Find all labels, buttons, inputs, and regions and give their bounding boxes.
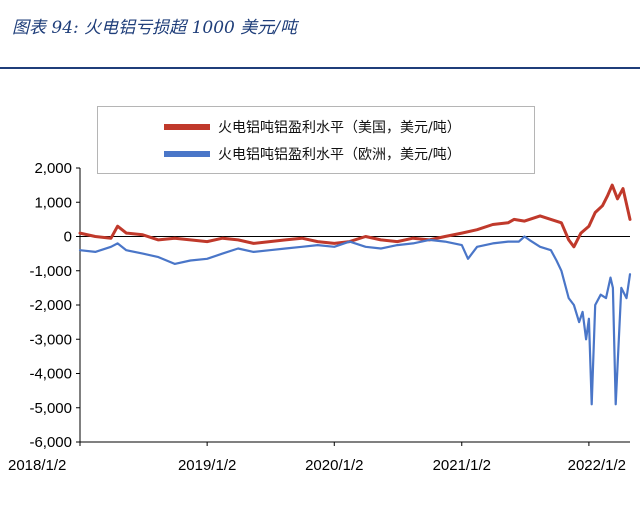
figure-title: 图表 94: 火电铝亏损超 1000 美元/吨 — [12, 18, 297, 38]
y-tick-label: -6,000 — [29, 434, 72, 451]
y-tick-label: -3,000 — [29, 331, 72, 348]
y-tick-label: 0 — [64, 229, 72, 246]
y-tick-label: 1,000 — [34, 194, 72, 211]
legend-label-eu: 火电铝吨铝盈利水平（欧洲，美元/吨） — [218, 147, 461, 163]
legend: 火电铝吨铝盈利水平（美国，美元/吨） 火电铝吨铝盈利水平（欧洲，美元/吨） — [97, 106, 535, 174]
axes — [76, 167, 630, 446]
legend-swatch-us — [164, 124, 210, 130]
series-line-eu — [78, 235, 632, 406]
x-tick-label: 2021/1/2 — [433, 457, 491, 474]
legend-item-eu: 火电铝吨铝盈利水平（欧洲，美元/吨） — [164, 144, 461, 164]
x-tick-label: 2018/1/2 — [8, 457, 66, 474]
series-line-us — [78, 183, 632, 249]
x-tick-label: 2022/1/2 — [568, 457, 626, 474]
legend-item-us: 火电铝吨铝盈利水平（美国，美元/吨） — [164, 117, 461, 137]
y-tick-label: -2,000 — [29, 297, 72, 314]
legend-swatch-eu — [164, 151, 210, 157]
x-tick-label: 2020/1/2 — [305, 457, 363, 474]
legend-label-us: 火电铝吨铝盈利水平（美国，美元/吨） — [218, 120, 461, 136]
tick-labels: 2,000 1,000 0 -1,000 -2,000 -3,000 -4,000 -5,00… — [8, 160, 626, 474]
y-tick-label: -1,000 — [29, 263, 72, 280]
y-tick-label: 2,000 — [34, 160, 72, 177]
x-tick-label: 2019/1/2 — [178, 457, 236, 474]
y-tick-label: -4,000 — [29, 366, 72, 383]
y-tick-label: -5,000 — [29, 400, 72, 417]
title-divider — [0, 67, 640, 69]
series-group — [78, 183, 632, 406]
